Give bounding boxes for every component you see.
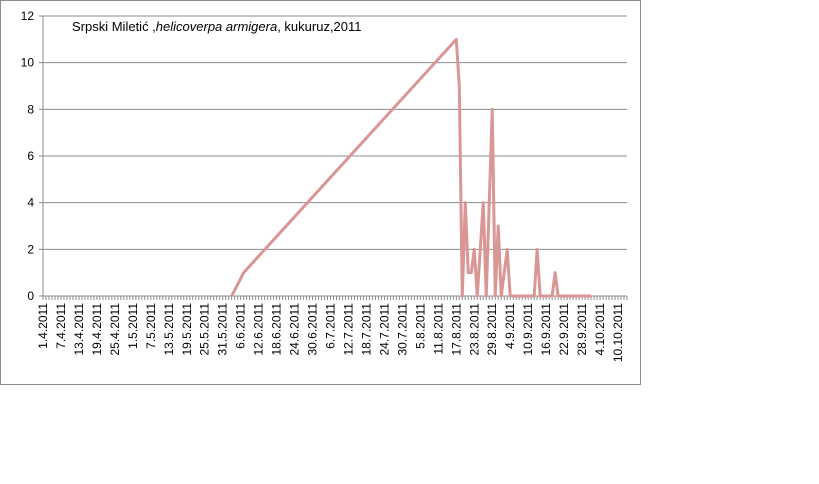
- x-tick-label: 10.10.2011: [611, 303, 625, 362]
- series: [230, 37, 592, 298]
- x-tick-label: 19.5.2011: [180, 303, 194, 356]
- x-tick-label: 17.8.2011: [449, 303, 463, 356]
- x-tick-label: 13.4.2011: [72, 303, 86, 356]
- x-tick-label: 19.4.2011: [90, 303, 104, 356]
- x-tick-label: 16.9.2011: [539, 303, 553, 356]
- x-tick-label: 7.4.2011: [54, 303, 68, 349]
- chart-title-prefix: Srpski Miletić ,: [72, 19, 156, 34]
- x-tick-label: 25.4.2011: [108, 303, 122, 356]
- x-tick-label: 4.10.2011: [593, 303, 607, 356]
- x-tick-label: 11.8.2011: [431, 303, 445, 355]
- x-tick-label: 6.7.2011: [324, 303, 338, 349]
- y-tick-label: 2: [27, 242, 34, 256]
- x-tick-label: 24.7.2011: [377, 303, 391, 356]
- gridlines: [43, 15, 627, 250]
- x-tick-label: 23.8.2011: [467, 303, 481, 356]
- x-tick-label: 6.6.2011: [234, 303, 248, 349]
- x-tick-label: 18.7.2011: [359, 303, 373, 356]
- y-tick-label: 8: [27, 102, 34, 116]
- x-axis-ticks: 1.4.2011 7.4.2011 13.4.2011 19.4.2011 25.4.2…: [36, 303, 625, 362]
- y-tick-label: 0: [27, 289, 34, 303]
- x-tick-label: 29.8.2011: [485, 303, 499, 356]
- x-tick-label: 22.9.2011: [557, 303, 571, 356]
- x-tick-label: 10.9.2011: [521, 303, 535, 356]
- x-tick-label: 13.5.2011: [162, 303, 176, 356]
- chart-canvas: 0 2 4 6 8 10 12 1.4.2011 7.4.2011 13.4.2011 19.4.…: [21, 9, 628, 362]
- series-line: [230, 37, 592, 298]
- x-tick-label: 30.7.2011: [395, 303, 409, 356]
- chart-title-species: helicoverpa armigera: [155, 19, 278, 34]
- chart-frame: [0, 0, 641, 385]
- y-axis-ticks: 0 2 4 6 8 10 12: [21, 9, 43, 303]
- x-tick-label: 12.6.2011: [252, 303, 266, 356]
- y-tick-label: 4: [27, 196, 34, 210]
- x-tick-label: 1.4.2011: [36, 303, 50, 349]
- x-axis: [42, 16, 628, 300]
- chart-title: Srpski Miletić ,helicoverpa armigera, ku…: [72, 19, 362, 34]
- x-tick-label: 24.6.2011: [288, 303, 302, 356]
- x-tick-label: 12.7.2011: [341, 303, 355, 356]
- x-tick-label: 31.5.2011: [216, 303, 230, 356]
- x-tick-label: 28.9.2011: [575, 303, 589, 356]
- x-tick-label: 7.5.2011: [144, 303, 158, 349]
- chart-title-suffix: , kukuruz,2011: [277, 19, 362, 34]
- y-tick-label: 6: [27, 149, 34, 163]
- x-tick-label: 18.6.2011: [270, 303, 284, 356]
- y-tick-label: 10: [21, 56, 35, 70]
- y-tick-label: 12: [21, 9, 35, 23]
- x-tick-label: 25.5.2011: [198, 303, 212, 356]
- x-tick-label: 4.9.2011: [503, 303, 517, 349]
- x-tick-label: 5.8.2011: [413, 303, 427, 349]
- x-tick-label: 1.5.2011: [126, 303, 140, 349]
- x-tick-label: 30.6.2011: [306, 303, 320, 356]
